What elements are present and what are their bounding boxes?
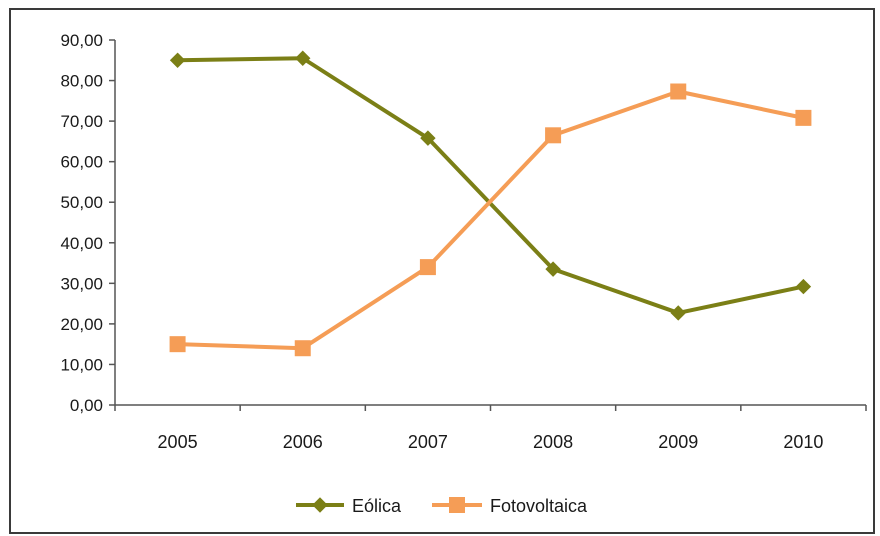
series-eolica: [169, 50, 812, 321]
data-point: [295, 50, 311, 66]
legend-item: Fotovoltaica: [432, 496, 588, 516]
axes: 0,00 10,00 20,00 30,00 40,00 50,00 60,00 70,00 8…: [60, 31, 867, 452]
data-point: [169, 52, 186, 68]
y-tick-label: 80,00: [60, 72, 103, 91]
data-point: [795, 278, 812, 295]
legend-label: Fotovoltaica: [490, 496, 588, 516]
x-tick-label: 2008: [533, 432, 573, 452]
data-point: [420, 130, 436, 146]
x-tick-label: 2006: [283, 432, 323, 452]
data-point: [294, 340, 311, 357]
legend: Eólica Fotovoltaica: [296, 496, 588, 516]
x-tick-label: 2009: [658, 432, 698, 452]
y-tick-label: 0,00: [70, 396, 103, 415]
legend-swatch-marker: [449, 497, 465, 513]
x-tick-label: 2005: [158, 432, 198, 452]
series-line: [177, 89, 804, 351]
series-fotovoltaica: [169, 83, 812, 357]
data-point: [419, 259, 436, 276]
data-point: [795, 109, 812, 126]
y-tick-label: 20,00: [60, 315, 103, 334]
y-tick-label: 30,00: [60, 274, 103, 293]
data-point: [670, 83, 687, 100]
y-tick-label: 50,00: [60, 193, 103, 212]
x-tick-label: 2010: [783, 432, 823, 452]
y-tick-label: 40,00: [60, 234, 103, 253]
data-point: [545, 261, 561, 277]
series-layer: [169, 50, 812, 357]
y-tick-label: 90,00: [60, 31, 103, 50]
data-point: [545, 127, 562, 144]
legend-label: Eólica: [352, 496, 402, 516]
x-tick-label: 2007: [408, 432, 448, 452]
data-point: [670, 305, 686, 321]
y-tick-label: 70,00: [60, 112, 103, 131]
legend-item: Eólica: [296, 496, 402, 516]
legend-swatch-marker: [312, 497, 328, 513]
data-point: [169, 336, 186, 353]
chart-frame: [9, 8, 875, 534]
y-tick-label: 60,00: [60, 153, 103, 172]
y-tick-label: 10,00: [60, 355, 103, 374]
